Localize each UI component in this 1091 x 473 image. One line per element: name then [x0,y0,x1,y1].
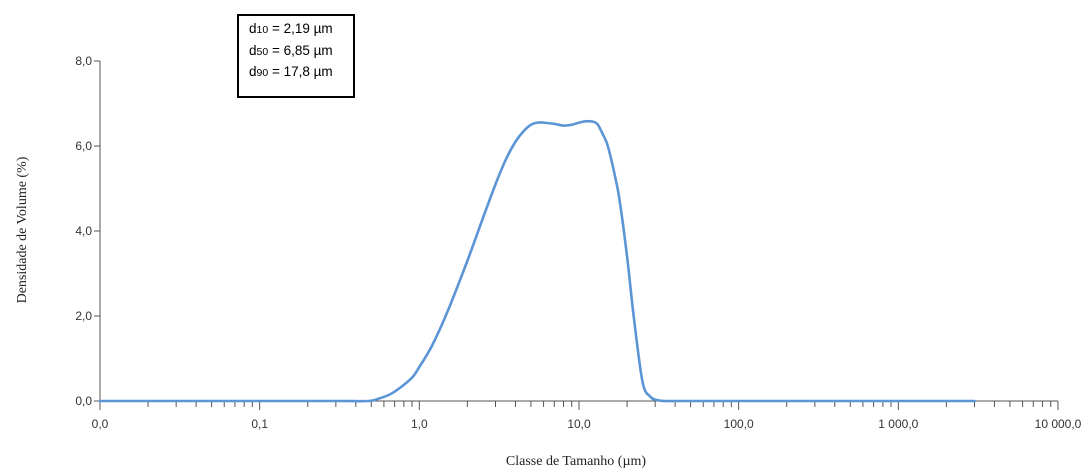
x-axis-label: Classe de Tamanho (µm) [506,454,647,469]
stat-d90-prefix: d [249,64,257,79]
series-layer [98,119,976,403]
y-tick-label: 6,0 [75,139,92,153]
x-tick-label: 1 000,0 [878,417,918,431]
stat-d50-prefix: d [249,42,257,58]
y-tick-label: 0,0 [75,394,92,408]
y-axis-label: Densidade de Volume (%) [15,156,30,303]
stat-line-d10: d10 = 2,19 µm [249,19,353,41]
x-tick-label: 1,0 [411,417,428,431]
y-tick-label: 2,0 [75,309,92,323]
x-tick-label: 10 000,0 [1035,417,1082,431]
x-tick-label: 0,1 [251,417,268,431]
stat-d10-subscript: 10 [256,24,269,36]
x-tick-label: 100,0 [724,417,754,431]
y-tick-label: 8,0 [75,54,92,68]
axes [99,61,1058,402]
stat-d10-prefix: d [249,21,257,36]
stat-d90-subscript: 90 [256,67,269,79]
stat-line-d90: d90 = 17,8 µm [249,62,353,84]
particle-size-stats-box: d10 = 2,19 µm d50 = 6,85 µm d90 = 17,8 µ… [237,14,355,98]
stat-d10-value: = 2,19 µm [268,21,333,36]
volume-density-line [98,119,976,403]
stat-d50-subscript: 50 [256,45,269,58]
stat-d90-value: = 17,8 µm [268,64,333,79]
stat-line-d50: d50 = 6,85 µm [249,41,353,63]
x-tick-label: 0,0 [92,417,109,431]
x-tick-label: 10,0 [567,417,591,431]
y-axis-ticks: 0,0 2,0 4,0 6,0 8,0 [75,54,100,408]
x-axis-ticks: 0,0 0,1 1,0 10,0 100,0 1 000,0 10 000,0 [92,401,1082,431]
stat-d50-value: = 6,85 µm [268,42,333,58]
y-tick-label: 4,0 [75,224,92,238]
